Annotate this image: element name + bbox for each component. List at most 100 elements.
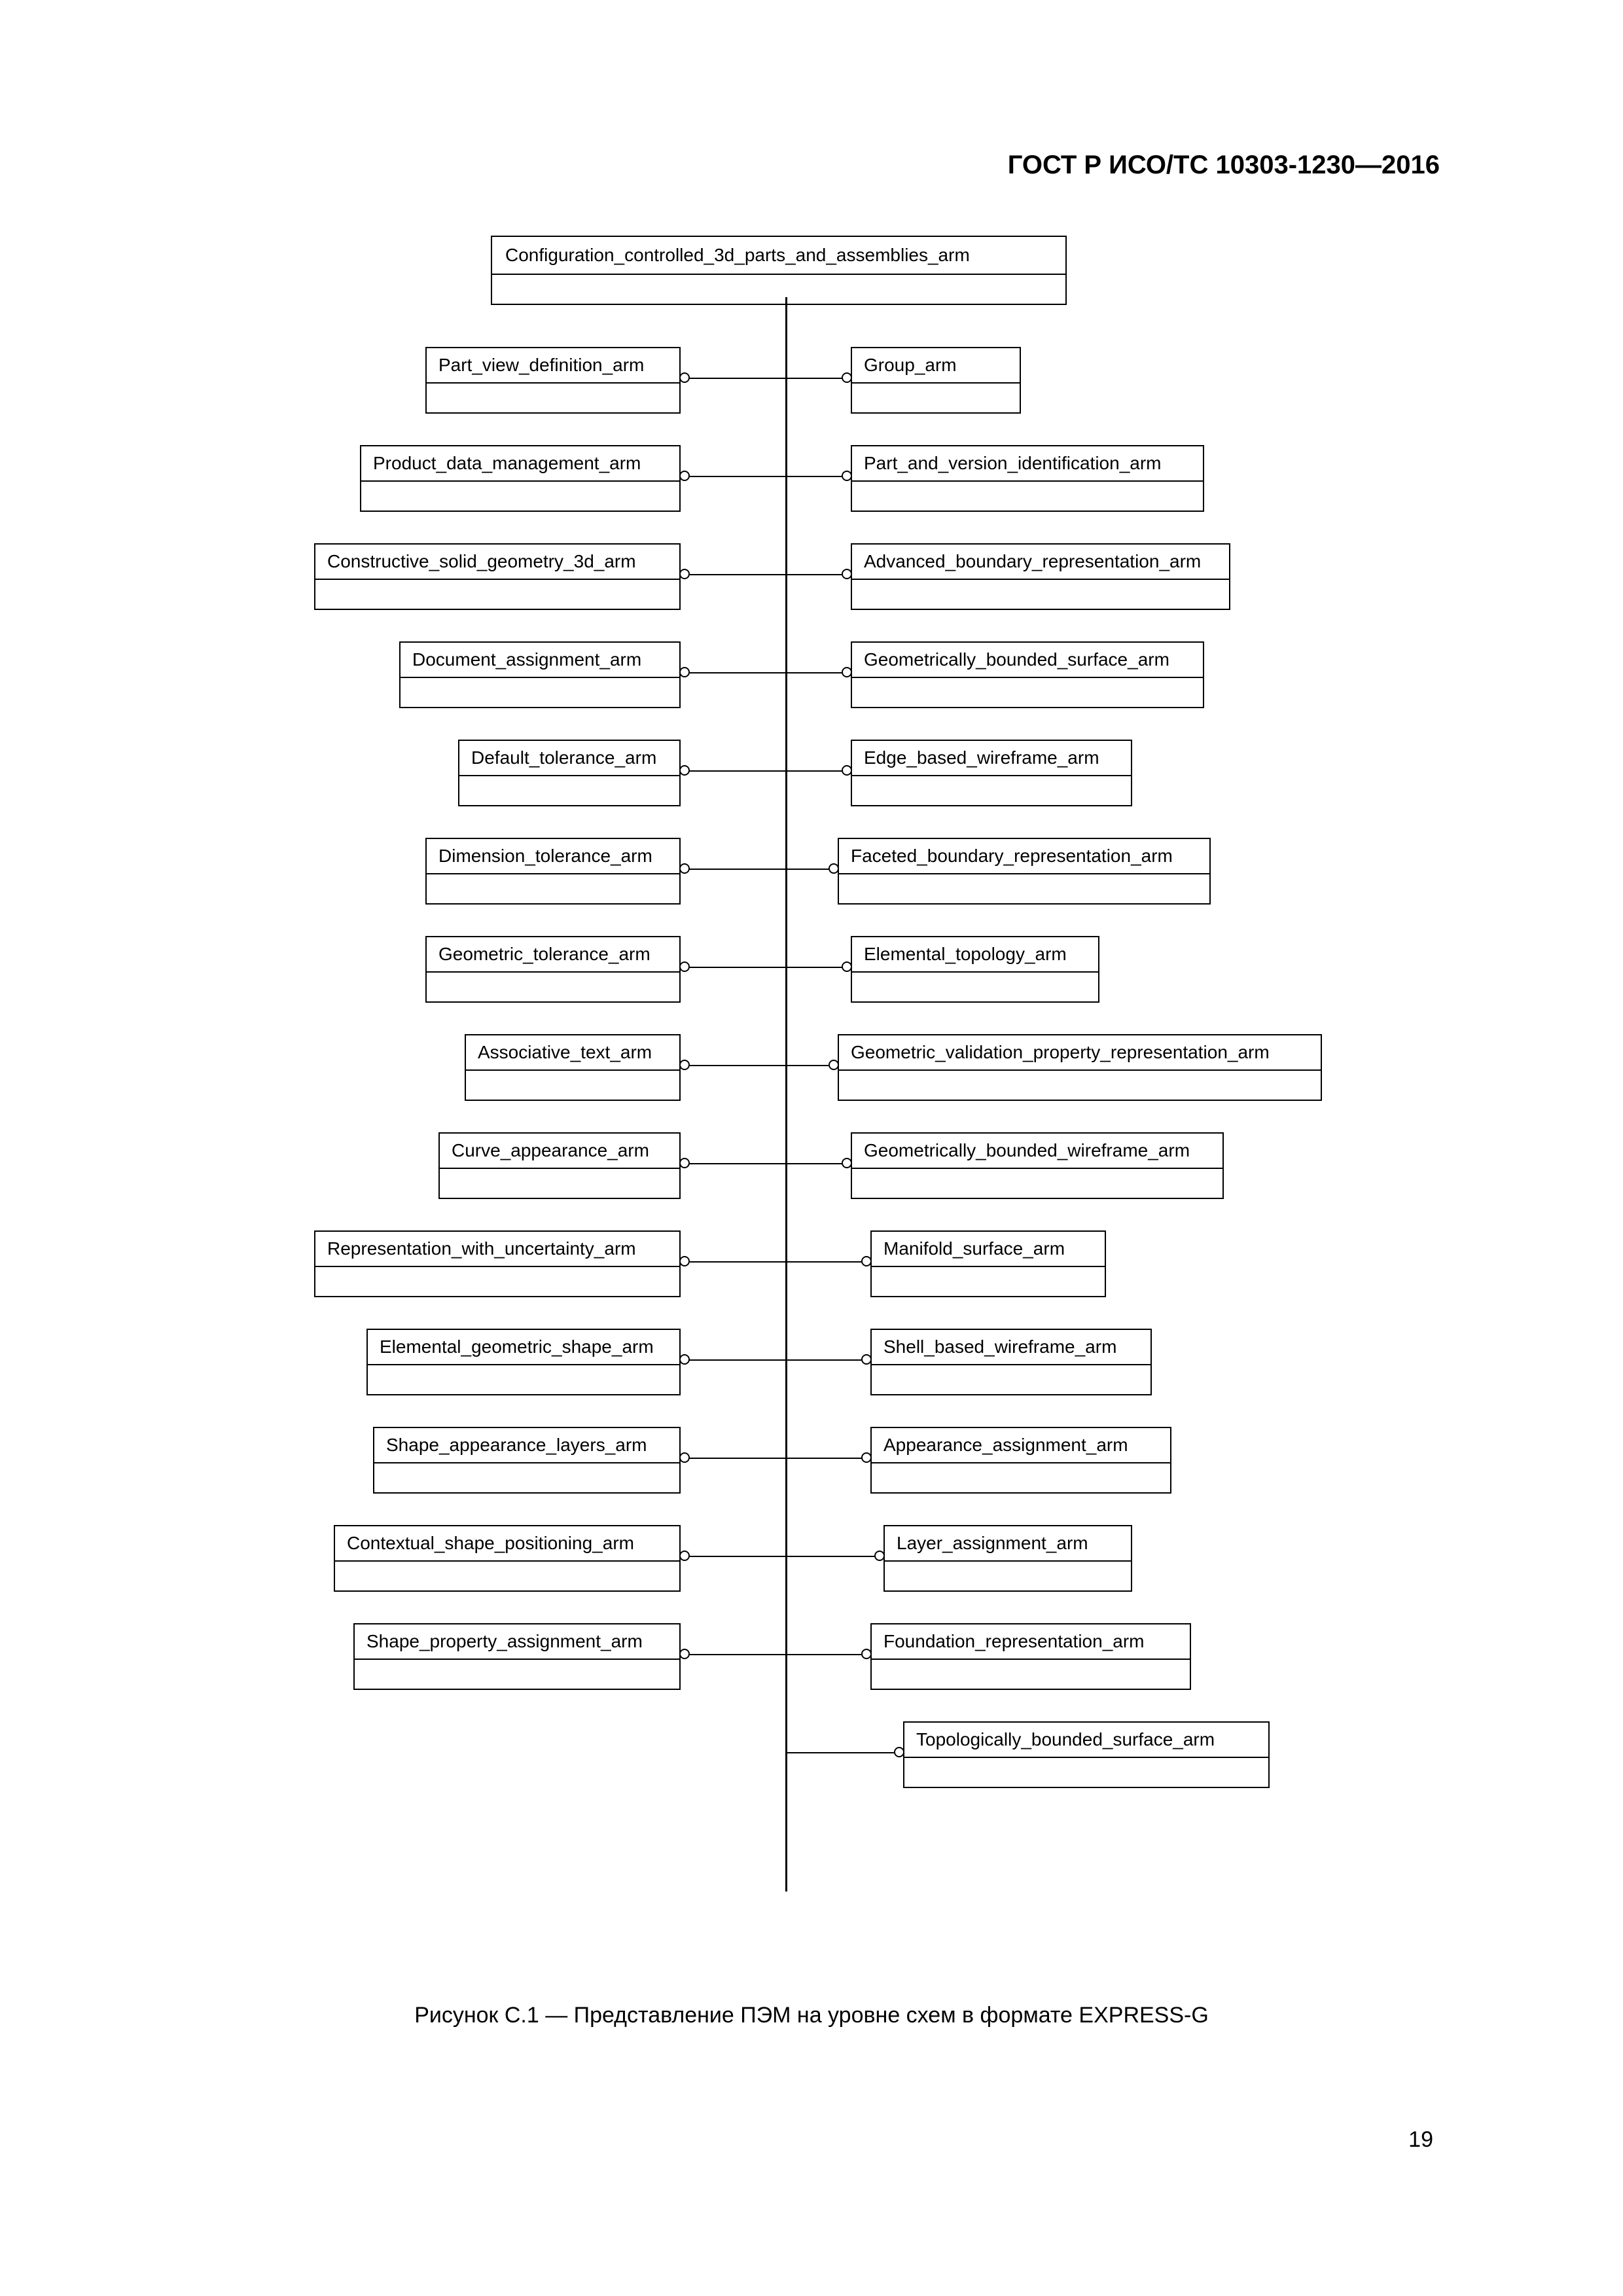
connector-circle-icon — [679, 667, 690, 677]
connector-circle-icon — [842, 961, 852, 972]
schema-box-empty-cell — [368, 1365, 679, 1394]
connector-circle-icon — [679, 372, 690, 383]
schema-box-label: Default_tolerance_arm — [459, 741, 679, 776]
schema-box-label: Layer_assignment_arm — [885, 1526, 1131, 1562]
connector-circle-icon — [679, 1256, 690, 1266]
schema-box-left-11: Shape_appearance_layers_arm — [373, 1427, 681, 1494]
connector-line — [681, 1261, 785, 1263]
connector-circle-icon — [679, 765, 690, 776]
connector-line — [785, 967, 851, 968]
schema-box-label: Geometrically_bounded_surface_arm — [852, 643, 1203, 678]
schema-box-right-6: Elemental_topology_arm — [851, 936, 1099, 1003]
connector-line — [681, 1359, 785, 1361]
schema-box-right-14: Topologically_bounded_surface_arm — [903, 1721, 1270, 1788]
schema-box-label: Shell_based_wireframe_arm — [872, 1330, 1150, 1365]
schema-box-left-2: Constructive_solid_geometry_3d_arm — [314, 543, 681, 610]
schema-box-label: Geometric_validation_property_representa… — [839, 1035, 1321, 1071]
schema-box-label: Appearance_assignment_arm — [872, 1428, 1170, 1463]
connector-circle-icon — [679, 1452, 690, 1463]
connector-line — [681, 869, 785, 870]
schema-box-label: Advanced_boundary_representation_arm — [852, 545, 1229, 580]
schema-box-left-10: Elemental_geometric_shape_arm — [366, 1329, 681, 1395]
connector-line — [785, 1261, 870, 1263]
schema-box-empty-cell — [872, 1463, 1170, 1492]
connector-line — [681, 967, 785, 968]
connector-circle-icon — [679, 1551, 690, 1561]
schema-box-left-3: Document_assignment_arm — [399, 641, 681, 708]
connector-line — [785, 1654, 870, 1655]
schema-box-empty-cell — [492, 275, 1065, 304]
connector-line — [785, 672, 851, 673]
connector-circle-icon — [842, 765, 852, 776]
connector-circle-icon — [679, 1649, 690, 1659]
schema-box-label: Part_view_definition_arm — [427, 348, 679, 384]
schema-box-label: Constructive_solid_geometry_3d_arm — [315, 545, 679, 580]
schema-box-right-12: Layer_assignment_arm — [883, 1525, 1132, 1592]
page-number: 19 — [1408, 2127, 1433, 2153]
connector-circle-icon — [842, 372, 852, 383]
schema-box-left-13: Shape_property_assignment_arm — [353, 1623, 681, 1690]
connector-line — [681, 574, 785, 575]
document-header: ГОСТ Р ИСО/ТС 10303-1230—2016 — [1008, 151, 1440, 180]
connector-line — [785, 476, 851, 477]
connector-circle-icon — [861, 1354, 872, 1365]
schema-box-root: Configuration_controlled_3d_parts_and_as… — [491, 236, 1067, 305]
connector-circle-icon — [679, 471, 690, 481]
connector-line — [681, 1163, 785, 1164]
connector-line — [785, 1752, 903, 1753]
schema-box-right-13: Foundation_representation_arm — [870, 1623, 1191, 1690]
express-g-diagram: Configuration_controlled_3d_parts_and_as… — [275, 236, 1348, 1950]
connector-circle-icon — [861, 1452, 872, 1463]
connector-circle-icon — [874, 1551, 885, 1561]
connector-circle-icon — [842, 1158, 852, 1168]
schema-box-left-9: Representation_with_uncertainty_arm — [314, 1230, 681, 1297]
schema-box-right-0: Group_arm — [851, 347, 1021, 414]
schema-box-label: Edge_based_wireframe_arm — [852, 741, 1131, 776]
connector-circle-icon — [829, 863, 839, 874]
schema-box-empty-cell — [427, 973, 679, 1001]
schema-box-label: Foundation_representation_arm — [872, 1624, 1190, 1660]
connector-line — [681, 1556, 785, 1557]
connector-line — [785, 1556, 883, 1557]
schema-box-empty-cell — [440, 1169, 679, 1198]
schema-box-label: Geometric_tolerance_arm — [427, 937, 679, 973]
schema-box-label: Dimension_tolerance_arm — [427, 839, 679, 874]
schema-box-label: Representation_with_uncertainty_arm — [315, 1232, 679, 1267]
schema-box-right-2: Advanced_boundary_representation_arm — [851, 543, 1230, 610]
schema-box-label: Topologically_bounded_surface_arm — [904, 1723, 1268, 1758]
schema-box-right-4: Edge_based_wireframe_arm — [851, 740, 1132, 806]
schema-box-label: Faceted_boundary_representation_arm — [839, 839, 1209, 874]
schema-box-empty-cell — [872, 1267, 1105, 1296]
connector-circle-icon — [679, 1158, 690, 1168]
connector-circle-icon — [679, 1060, 690, 1070]
schema-box-empty-cell — [839, 1071, 1321, 1100]
connector-circle-icon — [679, 1354, 690, 1365]
schema-box-label: Associative_text_arm — [466, 1035, 679, 1071]
schema-box-empty-cell — [852, 973, 1098, 1001]
schema-box-left-0: Part_view_definition_arm — [425, 347, 681, 414]
connector-line — [681, 476, 785, 477]
connector-line — [681, 378, 785, 379]
schema-box-label: Document_assignment_arm — [401, 643, 679, 678]
schema-box-right-10: Shell_based_wireframe_arm — [870, 1329, 1152, 1395]
schema-box-empty-cell — [335, 1562, 679, 1590]
connector-circle-icon — [894, 1747, 904, 1757]
tree-stem — [785, 297, 787, 1892]
connector-circle-icon — [829, 1060, 839, 1070]
schema-box-right-1: Part_and_version_identification_arm — [851, 445, 1204, 512]
connector-circle-icon — [842, 667, 852, 677]
schema-box-left-12: Contextual_shape_positioning_arm — [334, 1525, 681, 1592]
schema-box-empty-cell — [459, 776, 679, 805]
schema-box-empty-cell — [355, 1660, 679, 1689]
connector-circle-icon — [842, 471, 852, 481]
schema-box-empty-cell — [315, 580, 679, 609]
schema-box-label: Product_data_management_arm — [361, 446, 679, 482]
connector-line — [681, 672, 785, 673]
schema-box-label: Configuration_controlled_3d_parts_and_as… — [492, 237, 1065, 275]
schema-box-left-4: Default_tolerance_arm — [458, 740, 681, 806]
schema-box-empty-cell — [466, 1071, 679, 1100]
schema-box-right-8: Geometrically_bounded_wireframe_arm — [851, 1132, 1224, 1199]
schema-box-empty-cell — [852, 1169, 1222, 1198]
connector-line — [681, 1458, 785, 1459]
schema-box-left-8: Curve_appearance_arm — [438, 1132, 681, 1199]
